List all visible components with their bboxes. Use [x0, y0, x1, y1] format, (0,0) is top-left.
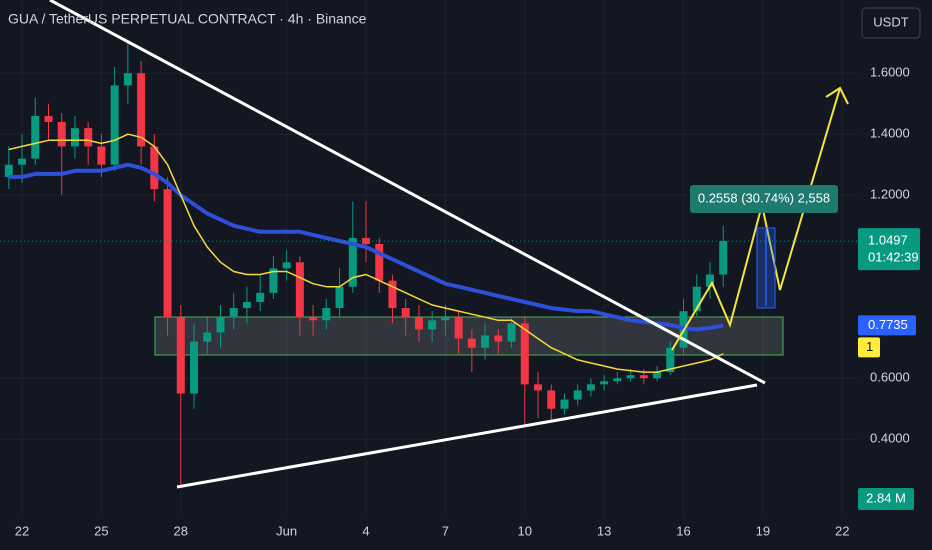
candle-body: [534, 384, 542, 391]
candle-body: [613, 378, 622, 382]
x-tick-label: 22: [15, 523, 29, 538]
plot-area: 0.2558 (30.74%) 2,558: [0, 0, 858, 489]
candle-body: [163, 189, 172, 318]
y-tick-label: 0.4000: [870, 431, 910, 446]
candle-body: [441, 317, 450, 321]
candle-body: [4, 164, 13, 177]
candle-body: [110, 85, 119, 165]
axis: 0.4000 0.6000 1.2000 1.4000 1.6000 22 25 28 Jun 4…: [15, 65, 910, 539]
candle-body: [666, 347, 675, 373]
candle-body: [150, 146, 159, 190]
candle-body: [84, 128, 93, 147]
candle-body: [586, 384, 595, 391]
x-tick-label: 7: [442, 523, 449, 538]
volume-label: 2.84 M: [866, 490, 906, 505]
candle-body: [507, 323, 516, 342]
moving-average-line: [8, 162, 724, 332]
x-tick-label: 19: [756, 523, 770, 538]
candle-body: [719, 241, 728, 275]
y-tick-label: 1.4000: [870, 126, 910, 141]
candle-body: [269, 268, 278, 293]
last-price: 1.0497: [868, 233, 908, 248]
candle-body: [362, 237, 371, 245]
candle-body: [190, 341, 199, 394]
candle-body: [242, 301, 251, 309]
candle-body: [520, 323, 529, 385]
x-tick-label: Jun: [276, 523, 297, 538]
last-price-box: [858, 228, 920, 271]
candle-body: [216, 317, 225, 333]
y-tick-label: 0.6000: [870, 370, 910, 385]
candle-body: [97, 146, 106, 165]
period-label-box: [858, 337, 880, 358]
trend-line-lower: [176, 383, 758, 489]
candle-body: [600, 381, 609, 385]
candle-body: [401, 308, 410, 318]
candle-body: [31, 115, 40, 159]
candle-body: [573, 390, 582, 400]
candle-body: [348, 237, 357, 287]
candle-body: [428, 320, 437, 330]
candle-body: [626, 375, 635, 379]
candle-body: [309, 317, 318, 321]
candle-body: [18, 158, 27, 165]
candle-body: [560, 399, 569, 409]
x-tick-label: 13: [597, 523, 611, 538]
candle-body: [295, 262, 304, 318]
candle-body: [375, 244, 384, 281]
candle-body: [388, 280, 397, 309]
x-tick-label: 10: [518, 523, 532, 538]
candle-body: [494, 335, 503, 342]
candle-body: [282, 262, 291, 269]
measure-label-box: [690, 185, 838, 213]
candle-body: [335, 286, 344, 309]
candle-body: [467, 338, 476, 348]
currency-box[interactable]: [861, 7, 921, 39]
chart-title: GUA / TetherUS PERPETUAL CONTRACT · 4h ·…: [8, 11, 367, 27]
projection-arrowhead: [825, 86, 849, 105]
x-tick-label: 16: [676, 523, 690, 538]
x-tick-label: 22: [835, 523, 849, 538]
candle-body: [547, 390, 556, 409]
y-tick-label: 1.2000: [870, 187, 910, 202]
trend-line-upper: [49, 0, 766, 385]
countdown: 01:42:39: [868, 250, 919, 265]
candle-body: [123, 73, 132, 86]
measure-label: 0.2558 (30.74%) 2,558: [698, 190, 830, 205]
candle-body: [454, 317, 463, 339]
price-labels: 2.84 M 1.0497 01:42:39 0.7735 1: [858, 228, 920, 510]
candle-body: [57, 122, 66, 147]
currency[interactable]: USDT: [873, 14, 908, 29]
candle-body: [44, 115, 53, 123]
ma-label: 0.7735: [868, 317, 908, 332]
x-tick-label: 4: [362, 523, 369, 538]
x-tick-label: 28: [174, 523, 188, 538]
series: [0, 42, 858, 485]
moving-average-line: [8, 133, 724, 373]
candle-body: [256, 292, 265, 302]
candle-body: [137, 73, 146, 147]
x-tick-label: 25: [94, 523, 108, 538]
candle-body: [70, 128, 79, 147]
candle-body: [414, 317, 423, 330]
y-tick-label: 1.6000: [870, 65, 910, 80]
candle-body: [176, 317, 185, 394]
candle-body: [229, 308, 238, 318]
candle-body: [653, 372, 662, 379]
ma-label-box: [858, 315, 916, 336]
projection-path: [671, 87, 841, 351]
period-label: 1: [866, 339, 873, 354]
volume-label-box: [858, 488, 914, 510]
candle-body: [203, 332, 212, 342]
candle-body: [692, 286, 701, 312]
candle-body: [705, 274, 714, 287]
candle-body: [322, 308, 331, 321]
candle-body: [639, 375, 648, 379]
candle-body: [481, 335, 490, 348]
